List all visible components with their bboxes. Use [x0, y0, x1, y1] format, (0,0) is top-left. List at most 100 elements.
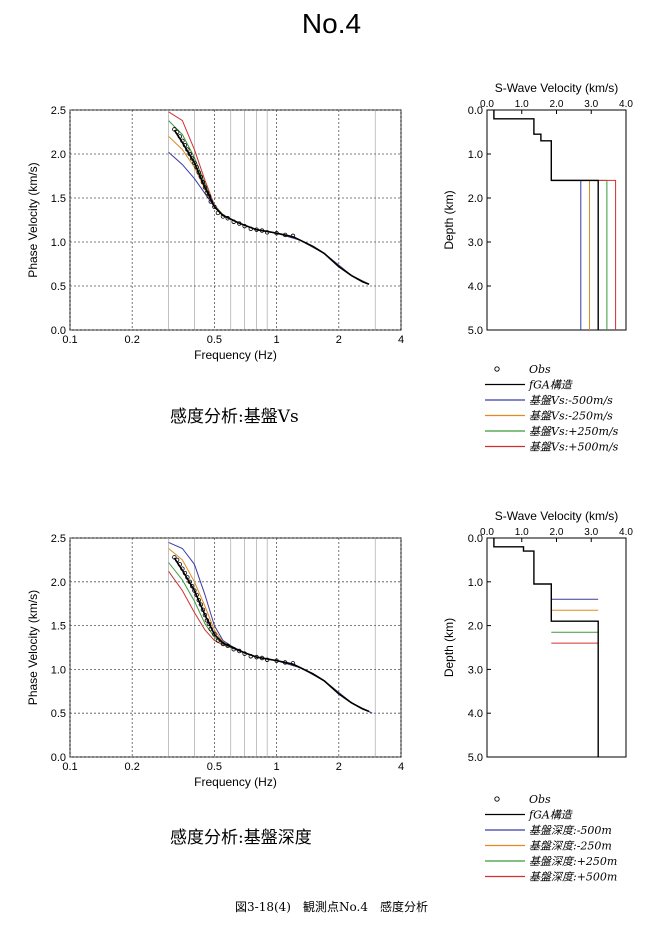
- plot-frame: [69, 109, 402, 331]
- y-tick-label: 1.0: [51, 237, 66, 249]
- x-tick-label: 2: [336, 334, 342, 346]
- y-tick-label: 0.5: [51, 281, 66, 293]
- obs-point: [194, 592, 199, 598]
- obs-point: [204, 618, 210, 623]
- y-tick-label: 0.0: [468, 533, 483, 545]
- obs-point: [237, 648, 242, 654]
- obs-point: [215, 638, 221, 643]
- obs-point: [196, 597, 201, 603]
- plot-frame: [486, 537, 627, 758]
- x-tick-label: 4: [398, 761, 404, 773]
- obs-point: [237, 221, 242, 226]
- y-tick-label: 2.0: [51, 149, 66, 161]
- x-tick-label: 2.0: [550, 527, 564, 538]
- x-tick-label: 4.0: [619, 527, 633, 538]
- obs-point: [198, 174, 204, 180]
- y-tick-label: 0.0: [51, 752, 66, 764]
- obs-point: [187, 151, 192, 157]
- y-axis-label: Phase Velocity (km/s): [26, 162, 40, 277]
- x-tick-label: 1.0: [515, 527, 529, 538]
- x-tick-label: 3.0: [584, 527, 598, 538]
- x-tick-label: 0.0: [480, 99, 494, 110]
- obs-point: [187, 579, 192, 584]
- obs-point: [202, 612, 208, 618]
- obs-point: [180, 138, 185, 143]
- obs-point: [194, 164, 199, 170]
- obs-point: [212, 204, 217, 209]
- series-line: [493, 110, 599, 330]
- plot-frame: [486, 109, 627, 331]
- legend-label: 基盤深度:+250m: [529, 855, 617, 868]
- profile-title: S-Wave Velocity (km/s): [495, 509, 619, 523]
- y-tick-label: 4.0: [468, 708, 483, 720]
- legend-label: fGA構造: [528, 379, 573, 392]
- obs-point: [274, 230, 279, 236]
- y-tick-label: 2.5: [51, 105, 66, 117]
- caption-vs: 感度分析:基盤Vs: [170, 407, 299, 427]
- obs-point: [220, 214, 226, 219]
- x-tick-label: 0.1: [62, 334, 77, 346]
- obs-point: [264, 657, 270, 662]
- page-title: No.4: [301, 8, 362, 39]
- obs-point: [182, 142, 188, 148]
- x-tick-label: 0.2: [125, 334, 140, 346]
- y-tick-label: 0.5: [51, 708, 66, 720]
- profile-title: S-Wave Velocity (km/s): [495, 81, 619, 95]
- obs-point: [231, 647, 236, 652]
- obs-point: [174, 129, 180, 135]
- velocity-profile-depth: S-Wave Velocity (km/s)0.0 1.0 2.0 3.0 4.00.0…: [442, 509, 633, 764]
- velocity-profile-vs: S-Wave Velocity (km/s)0.0 1.0 2.0 3.0 4.00.0…: [442, 81, 633, 337]
- series-line: [551, 179, 582, 330]
- legend-label: 基盤Vs:+250m/s: [529, 425, 619, 438]
- obs-point: [198, 602, 204, 607]
- obs-point: [242, 223, 247, 229]
- obs-point: [185, 147, 190, 152]
- obs-point: [177, 562, 183, 567]
- obs-point: [274, 658, 279, 663]
- x-tick-label: 1.0: [515, 99, 529, 110]
- obs-point: [208, 199, 213, 204]
- obs-point: [248, 654, 253, 659]
- legend-label: fGA構造: [528, 809, 573, 822]
- series-line: [168, 541, 373, 714]
- obs-point: [185, 575, 190, 580]
- x-tick-label: 4: [398, 334, 404, 346]
- x-tick-label: 1: [274, 761, 280, 773]
- y-tick-label: 5.0: [468, 752, 483, 764]
- obs-point: [172, 555, 177, 560]
- obs-point: [259, 655, 265, 661]
- y-tick-label: 3.0: [468, 237, 483, 249]
- obs-point: [174, 557, 180, 563]
- obs-point: [282, 660, 288, 665]
- obs-point: [196, 170, 201, 175]
- legend-label: Obs: [529, 793, 551, 806]
- obs-point: [180, 566, 185, 571]
- obs-point: [200, 179, 206, 185]
- y-tick-label: 2.0: [51, 577, 66, 589]
- obs-point: [212, 632, 217, 637]
- legend-label: 基盤深度:-250m: [529, 840, 612, 853]
- obs-point: [290, 233, 296, 239]
- obs-point: [206, 194, 212, 199]
- obs-point: [259, 228, 265, 233]
- x-axis-label: Frequency (Hz): [194, 775, 277, 789]
- legend-label: 基盤深度:+500m: [529, 871, 617, 884]
- obs-point: [182, 570, 188, 576]
- series-line: [168, 562, 373, 714]
- y-axis-label: Depth (km): [442, 618, 456, 677]
- x-tick-label: 0.5: [207, 761, 222, 773]
- obs-point: [215, 210, 221, 216]
- y-tick-label: 1.0: [51, 664, 66, 676]
- legend-marker: [494, 796, 500, 802]
- obs-point: [248, 226, 253, 231]
- legend-label: 基盤Vs:+500m/s: [529, 441, 619, 454]
- obs-point: [208, 626, 213, 632]
- legend-marker: [494, 366, 500, 372]
- legend-label: 基盤Vs:-500m/s: [529, 394, 613, 407]
- obs-point: [225, 643, 230, 648]
- legend-label: Obs: [529, 363, 551, 376]
- y-tick-label: 0.0: [51, 325, 66, 337]
- obs-point: [242, 651, 247, 656]
